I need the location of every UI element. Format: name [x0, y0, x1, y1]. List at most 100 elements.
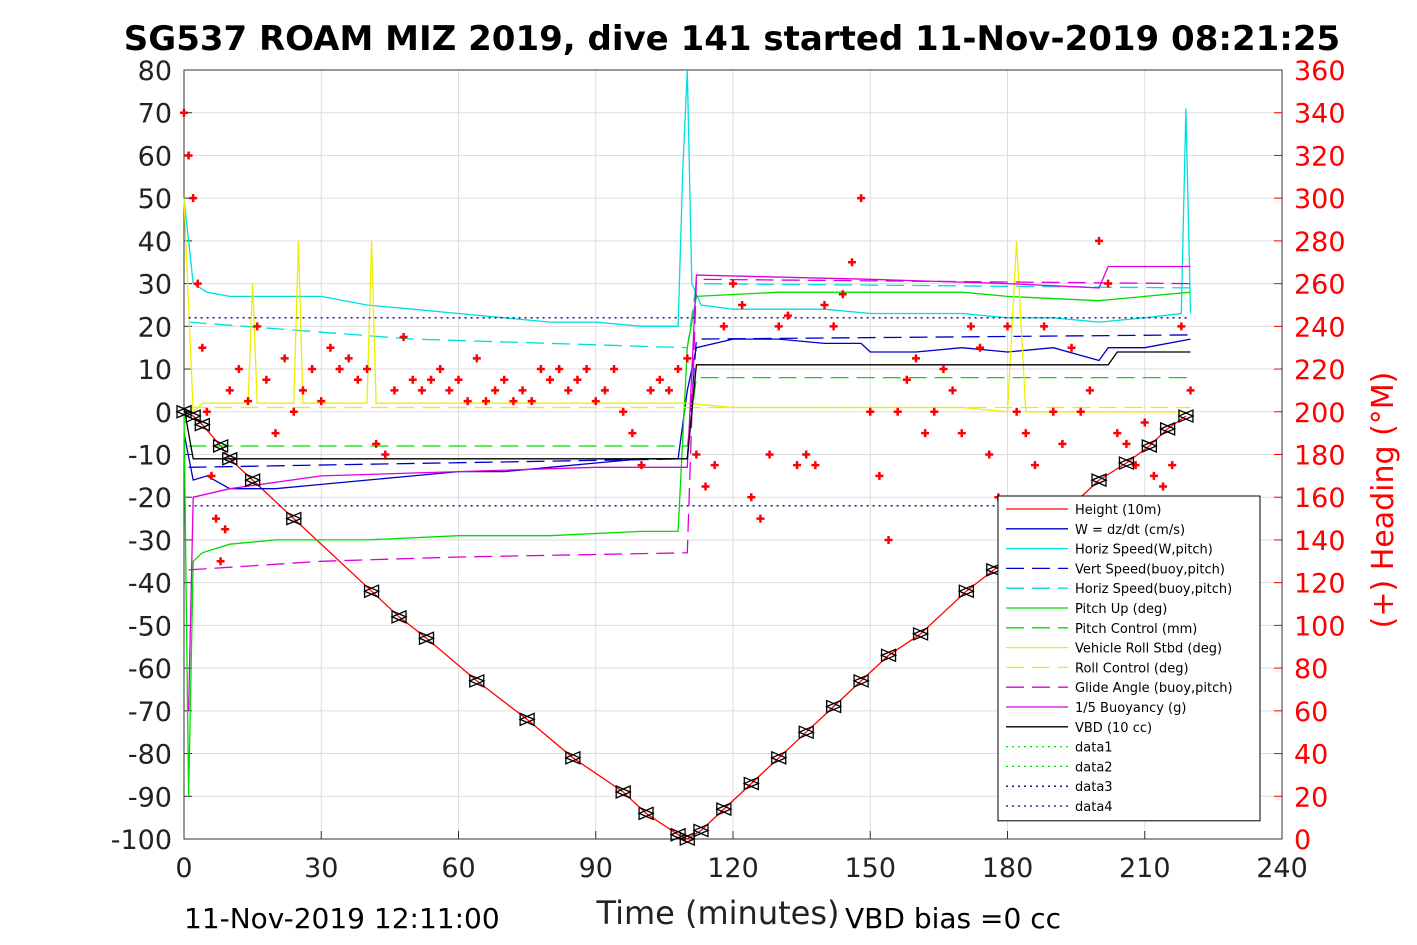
series-line-glide-angle-buoy-pitch: [188, 278, 1191, 571]
y2-tick-label: 80: [1294, 654, 1328, 685]
y-tick-label: 80: [138, 56, 172, 87]
y2-tick-label: 260: [1294, 270, 1346, 301]
heading-point: [212, 514, 221, 523]
heading-point: [628, 429, 637, 438]
depth-marker: [911, 626, 929, 641]
y-tick-label: -10: [128, 441, 172, 472]
y-tick-label: 60: [138, 141, 172, 172]
series-line-vbd-10-cc: [183, 351, 1191, 460]
heading-point: [1085, 386, 1094, 395]
x-tick-label: 90: [579, 853, 613, 884]
heading-point: [509, 397, 518, 406]
heading-point: [202, 407, 211, 416]
y-tick-label: -40: [128, 569, 172, 600]
heading-point: [664, 386, 673, 395]
heading-point: [308, 365, 317, 374]
heading-point: [216, 557, 225, 566]
y-tick-label: 70: [138, 99, 172, 130]
heading-point: [184, 151, 193, 160]
heading-point: [335, 365, 344, 374]
legend-entry: Horiz Speed(W,pitch): [1075, 543, 1213, 558]
depth-marker: [1177, 409, 1194, 424]
heading-point: [262, 375, 271, 384]
heading-point: [957, 429, 966, 438]
heading-point: [363, 365, 371, 374]
y2-tick-label: 180: [1294, 441, 1346, 472]
depth-marker: [518, 712, 535, 727]
depth-marker: [1140, 438, 1157, 453]
x-tick-label: 180: [982, 853, 1034, 884]
series-line-vehicle-roll-stbd-deg: [183, 198, 1191, 414]
depth-marker: [957, 584, 974, 599]
heading-point: [729, 279, 737, 288]
heading-point: [774, 322, 783, 331]
heading-point: [555, 365, 564, 374]
heading-point: [866, 407, 875, 416]
legend-entry: 1/5 Buoyancy (g): [1075, 701, 1186, 716]
heading-point: [536, 365, 545, 374]
heading-point: [1076, 407, 1085, 416]
depth-marker: [637, 806, 654, 821]
heading-point: [518, 386, 527, 395]
heading-point: [436, 365, 445, 374]
y2-tick-label: 160: [1294, 483, 1346, 514]
y-tick-label: -80: [128, 740, 172, 771]
heading-point: [683, 354, 692, 363]
heading-point: [481, 397, 490, 406]
y2-tick-label: 200: [1294, 398, 1346, 429]
y2-tick-label: 340: [1294, 99, 1346, 130]
heading-point: [655, 375, 664, 384]
heading-point: [884, 535, 893, 544]
y-tick-label: 50: [138, 184, 172, 215]
heading-point: [701, 482, 710, 491]
heading-point: [221, 525, 230, 534]
heading-point: [1186, 386, 1195, 395]
y2-tick-label: 40: [1294, 740, 1328, 771]
depth-marker: [468, 673, 485, 688]
heading-point: [1159, 482, 1168, 491]
heading-point: [875, 471, 884, 480]
heading-point: [1095, 236, 1103, 245]
x-tick-label: 150: [844, 853, 896, 884]
heading-point: [546, 375, 554, 384]
legend-entry: VBD (10 cc): [1075, 721, 1152, 736]
y-tick-label: -20: [128, 483, 172, 514]
heading-point: [619, 407, 628, 416]
footer-date: 11-Nov-2019 12:11:00: [184, 902, 500, 935]
legend-entry: Pitch Control (mm): [1075, 622, 1197, 637]
heading-point: [234, 365, 243, 374]
x-tick-label: 0: [175, 853, 192, 884]
heading-point: [207, 471, 216, 480]
series-line-1-5-buoyancy-g: [187, 265, 1191, 711]
heading-point: [472, 354, 481, 363]
heading-point: [985, 450, 994, 459]
y-tick-label: 10: [138, 355, 172, 386]
heading-point: [902, 375, 911, 384]
y2-tick-labels: 3603403203002802602402202001801601401201…: [1294, 56, 1346, 856]
heading-point: [966, 322, 975, 331]
y2-tick-label: 220: [1294, 355, 1346, 386]
y2-axis-label: (+) Heading (°M): [1366, 372, 1401, 629]
heading-point: [921, 429, 930, 438]
depth-marker: [193, 417, 210, 432]
heading-point: [1067, 343, 1076, 352]
heading-point: [1049, 407, 1058, 416]
y-tick-label: -70: [128, 697, 172, 728]
depth-marker: [692, 823, 709, 838]
legend-entry: Roll Control (deg): [1075, 661, 1189, 676]
heading-point: [1149, 471, 1158, 480]
heading-point: [399, 333, 408, 342]
depth-marker: [221, 451, 238, 466]
y2-tick-label: 120: [1294, 569, 1346, 600]
heading-point: [1177, 322, 1186, 331]
depth-markers: [175, 404, 1195, 846]
heading-point: [289, 407, 298, 416]
depth-marker: [742, 776, 759, 791]
heading-point: [646, 386, 655, 395]
x-tick-label: 30: [304, 853, 338, 884]
heading-point: [463, 397, 472, 406]
heading-point: [591, 397, 600, 406]
x-axis-label: Time (minutes): [596, 894, 840, 932]
heading-point: [1012, 407, 1021, 416]
depth-marker: [879, 648, 897, 663]
